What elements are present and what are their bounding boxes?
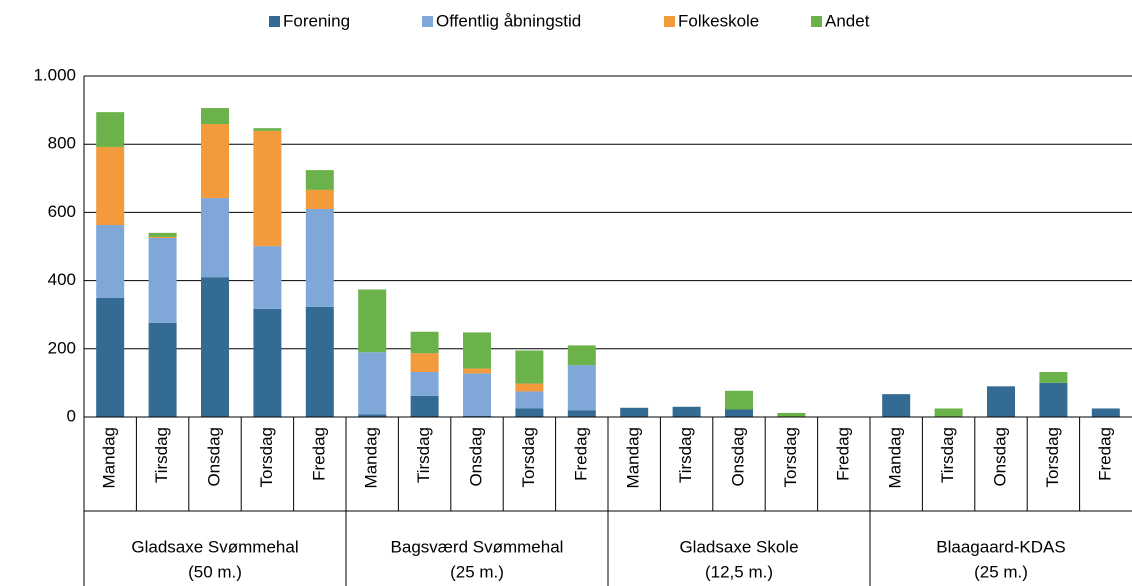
x-tick-label: Onsdag xyxy=(728,427,747,487)
bar-segment xyxy=(410,395,439,417)
bar-segment xyxy=(515,408,544,417)
bar-segment xyxy=(515,383,544,392)
legend-label: Folkeskole xyxy=(678,11,759,30)
y-tick-label: 800 xyxy=(48,134,76,153)
bar-segment xyxy=(96,112,125,147)
bar-segment xyxy=(253,130,282,247)
bar-segment xyxy=(463,373,491,416)
x-tick-label: Torsdag xyxy=(257,427,276,487)
group-label: (12,5 m.) xyxy=(705,562,773,581)
bar-segment xyxy=(672,406,701,417)
bar-segment xyxy=(567,345,596,366)
y-tick-label: 0 xyxy=(67,406,76,425)
x-tick-label: Mandag xyxy=(362,427,381,488)
x-tick-label: Torsdag xyxy=(1043,427,1062,487)
bar-segment xyxy=(253,308,282,417)
x-tick-label: Fredag xyxy=(833,427,852,481)
group-label: Bagsværd Svømmehal xyxy=(391,537,564,556)
x-tick-label: Onsdag xyxy=(204,427,223,487)
bar-segment xyxy=(201,198,229,278)
bar-segment xyxy=(725,390,753,410)
bar-segment xyxy=(410,353,439,372)
x-tick-label: Tirsdag xyxy=(152,427,171,483)
x-tick-label: Mandag xyxy=(886,427,905,488)
bar-segment xyxy=(1039,382,1068,417)
bar-segment xyxy=(96,146,125,226)
bar-segment xyxy=(777,412,806,417)
x-tick-label: Tirsdag xyxy=(676,427,695,483)
bar-segment xyxy=(358,352,387,415)
bar-segment xyxy=(463,368,491,374)
group-label: Blaagaard-KDAS xyxy=(936,537,1065,556)
x-tick-label: Fredag xyxy=(571,427,590,481)
y-tick-label: 200 xyxy=(48,338,76,357)
bar-segment xyxy=(358,414,387,417)
bar-segment xyxy=(567,365,596,411)
x-tick-label: Fredag xyxy=(1095,427,1114,481)
bar-segment xyxy=(987,386,1015,417)
bar-segment xyxy=(1091,408,1120,417)
bar-segment xyxy=(96,297,125,417)
legend-label: Offentlig åbningstid xyxy=(436,11,581,30)
bar-segment xyxy=(463,415,491,417)
y-tick-label: 600 xyxy=(48,202,76,221)
bar-segment xyxy=(410,331,439,354)
group-label: (25 m.) xyxy=(974,562,1028,581)
bar-segment xyxy=(201,124,229,199)
x-tick-label: Torsdag xyxy=(519,427,538,487)
y-tick-label: 400 xyxy=(48,270,76,289)
bar-segment xyxy=(358,289,387,353)
bar-segment xyxy=(305,170,334,190)
bar-segment xyxy=(148,322,177,417)
x-tick-label: Tirsdag xyxy=(938,427,957,483)
group-label: (25 m.) xyxy=(450,562,504,581)
bar-segment xyxy=(148,236,177,238)
x-tick-label: Mandag xyxy=(624,427,643,488)
bar-segment xyxy=(515,350,544,384)
bar-segment xyxy=(882,394,911,417)
bar-segment xyxy=(148,237,177,323)
x-tick-label: Onsdag xyxy=(990,427,1009,487)
bar-segment xyxy=(515,391,544,409)
bar-segment xyxy=(253,246,282,309)
bar-segment xyxy=(201,108,229,125)
group-label: (50 m.) xyxy=(188,562,242,581)
legend-swatch xyxy=(664,16,675,27)
group-label: Gladsaxe Skole xyxy=(679,537,798,556)
bar-segment xyxy=(1039,371,1068,383)
bar-segment xyxy=(463,332,491,369)
legend-label: Andet xyxy=(825,11,870,30)
x-tick-label: Torsdag xyxy=(781,427,800,487)
legend-swatch xyxy=(422,16,433,27)
bar-segment xyxy=(725,409,753,417)
bar-segment xyxy=(305,208,334,307)
y-tick-label: 1.000 xyxy=(33,65,76,84)
x-tick-label: Mandag xyxy=(100,427,119,488)
bar-segment xyxy=(96,225,125,298)
bar-segment xyxy=(148,232,177,237)
bar-segment xyxy=(934,408,963,417)
bar-segment xyxy=(201,277,229,417)
group-label: Gladsaxe Svømmehal xyxy=(131,537,298,556)
legend-swatch xyxy=(811,16,822,27)
x-tick-label: Onsdag xyxy=(466,427,485,487)
legend-label: Forening xyxy=(283,11,350,30)
bar-segment xyxy=(305,306,334,417)
legend-swatch xyxy=(269,16,280,27)
bar-segment xyxy=(305,189,334,209)
bar-segment xyxy=(567,410,596,417)
x-tick-label: Tirsdag xyxy=(414,427,433,483)
x-tick-label: Fredag xyxy=(309,427,328,481)
bar-segment xyxy=(410,371,439,396)
bar-segment xyxy=(620,407,649,417)
bar-segment xyxy=(253,128,282,131)
